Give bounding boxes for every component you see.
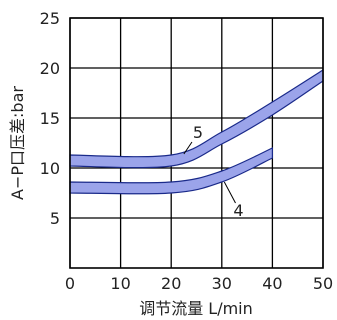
x-tick-label: 20 xyxy=(161,274,181,293)
y-tick-label: 15 xyxy=(40,109,60,128)
x-axis-title: 调节流量 L/min xyxy=(139,299,253,318)
y-tick-label: 25 xyxy=(40,9,60,28)
x-tick-label: 30 xyxy=(212,274,232,293)
series-label-5: 5 xyxy=(193,123,203,142)
tick-labels: 0 10 20 30 40 50 5 10 15 20 25 xyxy=(40,9,334,293)
x-tick-label: 50 xyxy=(313,274,333,293)
y-tick-label: 20 xyxy=(40,59,60,78)
y-axis-title: A−P口压差:bar xyxy=(8,86,27,200)
x-tick-label: 10 xyxy=(110,274,130,293)
series-labels: 54 xyxy=(183,123,244,220)
plot-frame xyxy=(69,17,324,269)
grid xyxy=(69,17,324,268)
series-leader-5 xyxy=(183,141,193,155)
series-band-5 xyxy=(69,68,324,169)
series-label-4: 4 xyxy=(233,201,243,220)
series-band-4 xyxy=(69,147,273,195)
series-leader-4 xyxy=(223,181,236,204)
x-tick-label: 0 xyxy=(65,274,75,293)
y-tick-label: 10 xyxy=(40,159,60,178)
y-tick-label: 5 xyxy=(50,209,60,228)
x-tick-label: 40 xyxy=(262,274,282,293)
